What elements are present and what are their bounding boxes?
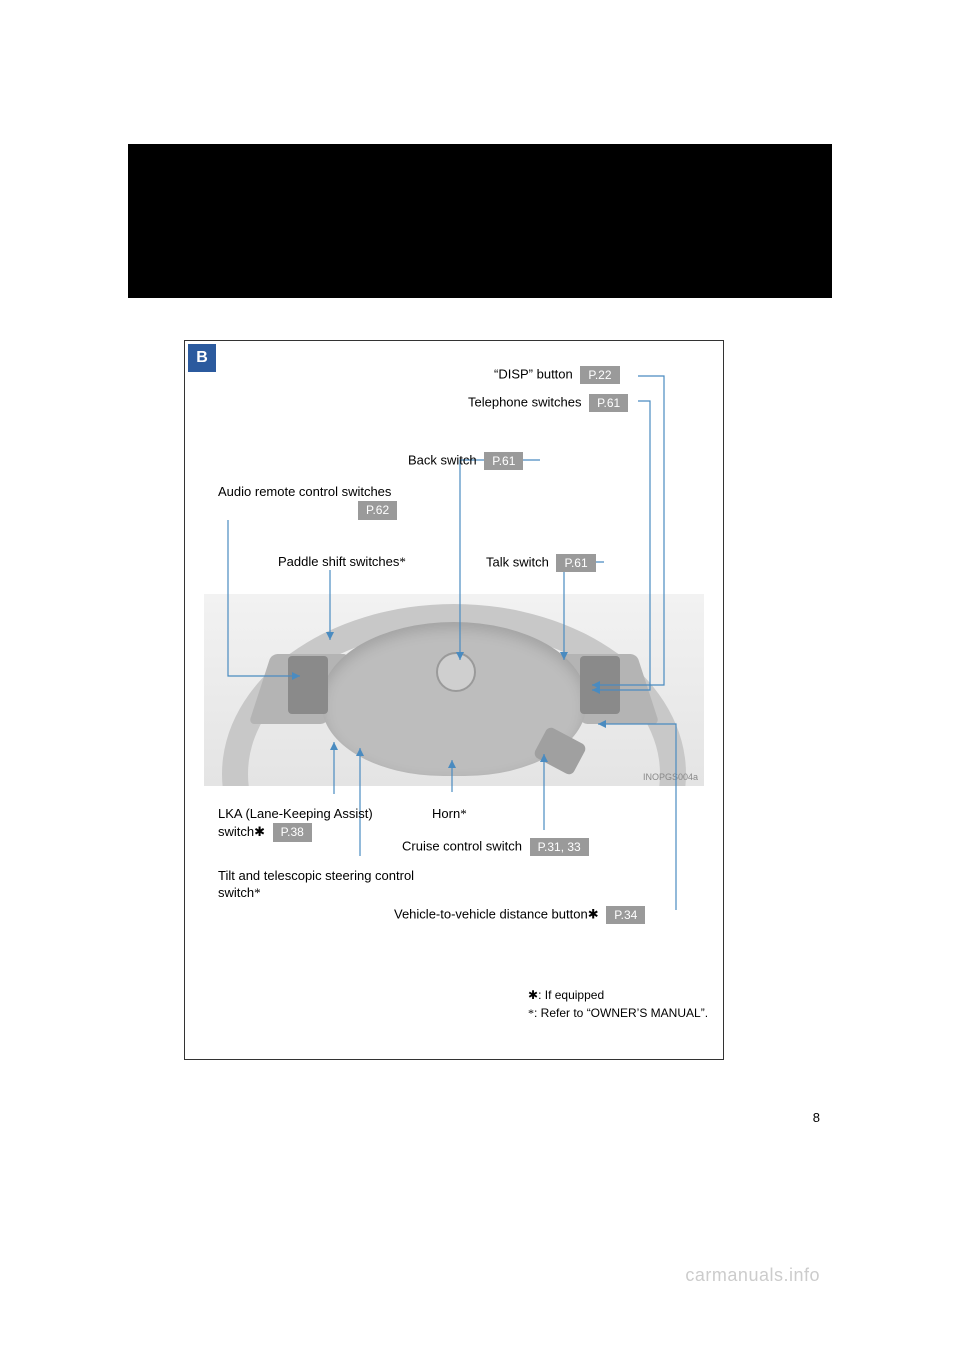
disp-button-page: P.22	[580, 366, 619, 384]
tilt-star: *	[254, 885, 261, 900]
wheel-buttons-left	[288, 656, 328, 714]
horn-label: Horn*	[432, 806, 467, 822]
telephone-page: P.61	[589, 394, 628, 412]
v2v-distance-label: Vehicle-to-vehicle distance button✱ P.34	[394, 906, 645, 924]
footnote-snowflake: ✱	[528, 988, 538, 1002]
cruise-text: Cruise control switch	[402, 838, 522, 853]
tilt-text-1: Tilt and telescopic steering control	[218, 868, 414, 883]
section-letter-badge: B	[188, 344, 216, 372]
v2v-snowflake: ✱	[588, 906, 599, 921]
talk-switch-page: P.61	[556, 554, 595, 572]
tilt-text-2: switch	[218, 885, 254, 900]
audio-remote-page: P.62	[358, 501, 397, 521]
wheel-emblem	[436, 652, 476, 692]
horn-star: *	[460, 806, 467, 821]
footnote-manual: *: Refer to “OWNER’S MANUAL”.	[528, 1006, 708, 1021]
talk-switch-text: Talk switch	[486, 554, 549, 569]
page-number: 8	[813, 1110, 820, 1125]
paddle-star: *	[399, 554, 406, 569]
lka-snowflake: ✱	[254, 824, 265, 839]
image-code: INOPGS004a	[643, 772, 698, 782]
paddle-shift-label: Paddle shift switches*	[278, 554, 406, 570]
cruise-control-label: Cruise control switch P.31, 33	[402, 838, 589, 856]
talk-switch-label: Talk switch P.61	[486, 554, 596, 572]
back-switch-label: Back switch P.61	[408, 452, 523, 470]
horn-text: Horn	[432, 806, 460, 821]
lka-label: LKA (Lane-Keeping Assist) switch✱ P.38	[218, 806, 438, 842]
watermark: carmanuals.info	[685, 1265, 820, 1286]
telephone-text: Telephone switches	[468, 394, 581, 409]
v2v-text: Vehicle-to-vehicle distance button	[394, 906, 588, 921]
steering-wheel-illustration: INOPGS004a	[204, 594, 704, 786]
disp-button-label: “DISP” button P.22	[494, 366, 620, 384]
lka-text-1: LKA (Lane-Keeping Assist)	[218, 806, 373, 821]
back-switch-text: Back switch	[408, 452, 477, 467]
audio-remote-text: Audio remote control switches	[218, 484, 391, 499]
paddle-shift-text: Paddle shift switches	[278, 554, 399, 569]
footnote-equipped-text: : If equipped	[538, 988, 604, 1002]
disp-button-text: “DISP” button	[494, 366, 573, 381]
header-black-band	[128, 144, 832, 298]
footnote-manual-text: : Refer to “OWNER’S MANUAL”.	[534, 1006, 708, 1020]
lka-text-2: switch	[218, 824, 254, 839]
lka-page: P.38	[273, 823, 312, 843]
v2v-page: P.34	[606, 906, 645, 924]
telephone-switches-label: Telephone switches P.61	[468, 394, 628, 412]
footnote-equipped: ✱: If equipped	[528, 988, 604, 1003]
audio-remote-label: Audio remote control switches P.62	[218, 484, 438, 520]
back-switch-page: P.61	[484, 452, 523, 470]
cruise-page: P.31, 33	[530, 838, 589, 856]
tilt-telescopic-label: Tilt and telescopic steering control swi…	[218, 868, 478, 902]
wheel-buttons-right	[580, 656, 620, 714]
